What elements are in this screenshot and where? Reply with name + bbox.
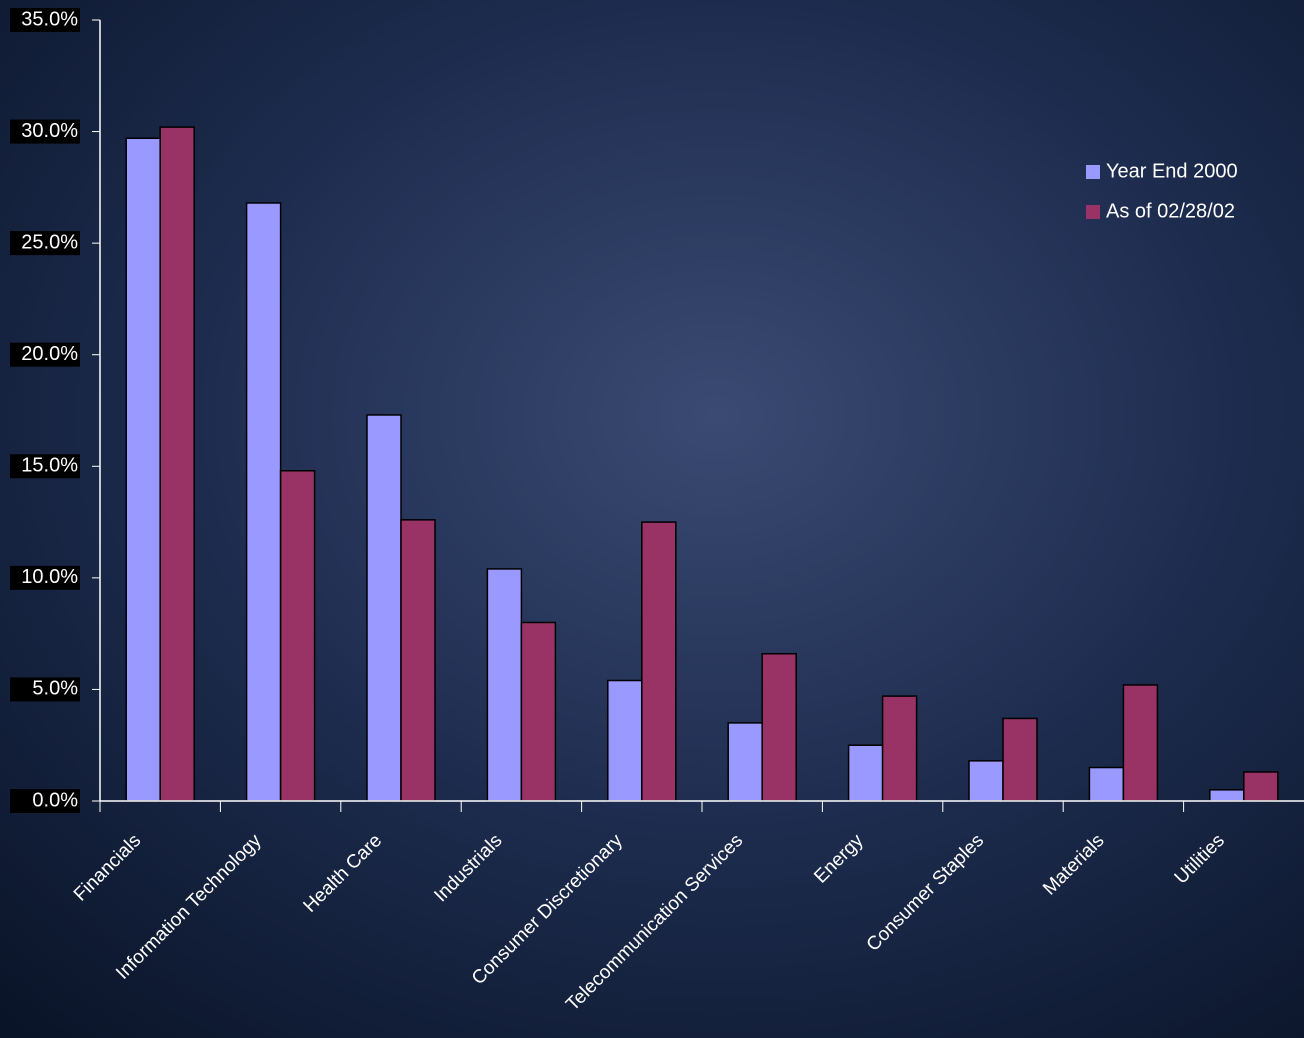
legend-swatch bbox=[1086, 205, 1100, 219]
bar bbox=[607, 679, 643, 802]
y-tick-label: 35.0% bbox=[21, 8, 78, 30]
bar bbox=[761, 652, 797, 802]
bar bbox=[125, 137, 161, 802]
bar bbox=[1209, 789, 1245, 802]
y-tick-label: 30.0% bbox=[21, 120, 78, 142]
bar bbox=[400, 519, 436, 802]
bar bbox=[366, 414, 402, 802]
y-tick-label-bg bbox=[10, 231, 80, 256]
y-tick-label-bg bbox=[10, 454, 80, 479]
y-tick-label-bg bbox=[10, 8, 80, 32]
y-tick-label-bg bbox=[10, 119, 80, 144]
bar bbox=[968, 760, 1004, 802]
y-tick-label-bg bbox=[10, 342, 80, 367]
y-tick-label: 10.0% bbox=[21, 566, 78, 588]
y-tick-label-bg bbox=[10, 789, 80, 813]
bar bbox=[279, 469, 316, 802]
legend-label: As of 02/28/02 bbox=[1106, 200, 1235, 222]
bar bbox=[159, 126, 195, 802]
bar bbox=[520, 621, 557, 802]
y-tick-label-bg bbox=[10, 565, 80, 590]
bar bbox=[847, 744, 884, 802]
y-tick-label: 15.0% bbox=[21, 455, 78, 477]
bar bbox=[486, 568, 523, 802]
y-tick-label: 5.0% bbox=[32, 678, 78, 700]
bar bbox=[1243, 771, 1279, 802]
bar bbox=[881, 695, 918, 802]
bar bbox=[641, 521, 677, 802]
bar bbox=[245, 202, 282, 802]
legend-swatch bbox=[1086, 165, 1100, 179]
legend-label: Year End 2000 bbox=[1106, 160, 1238, 182]
y-tick-label: 0.0% bbox=[32, 789, 78, 811]
bar bbox=[1122, 684, 1159, 802]
bar bbox=[1002, 717, 1038, 802]
y-tick-label: 20.0% bbox=[21, 343, 78, 365]
y-tick-label-bg bbox=[10, 677, 80, 702]
bar bbox=[1088, 766, 1125, 802]
y-tick-label: 25.0% bbox=[21, 231, 78, 253]
bar bbox=[727, 722, 763, 802]
